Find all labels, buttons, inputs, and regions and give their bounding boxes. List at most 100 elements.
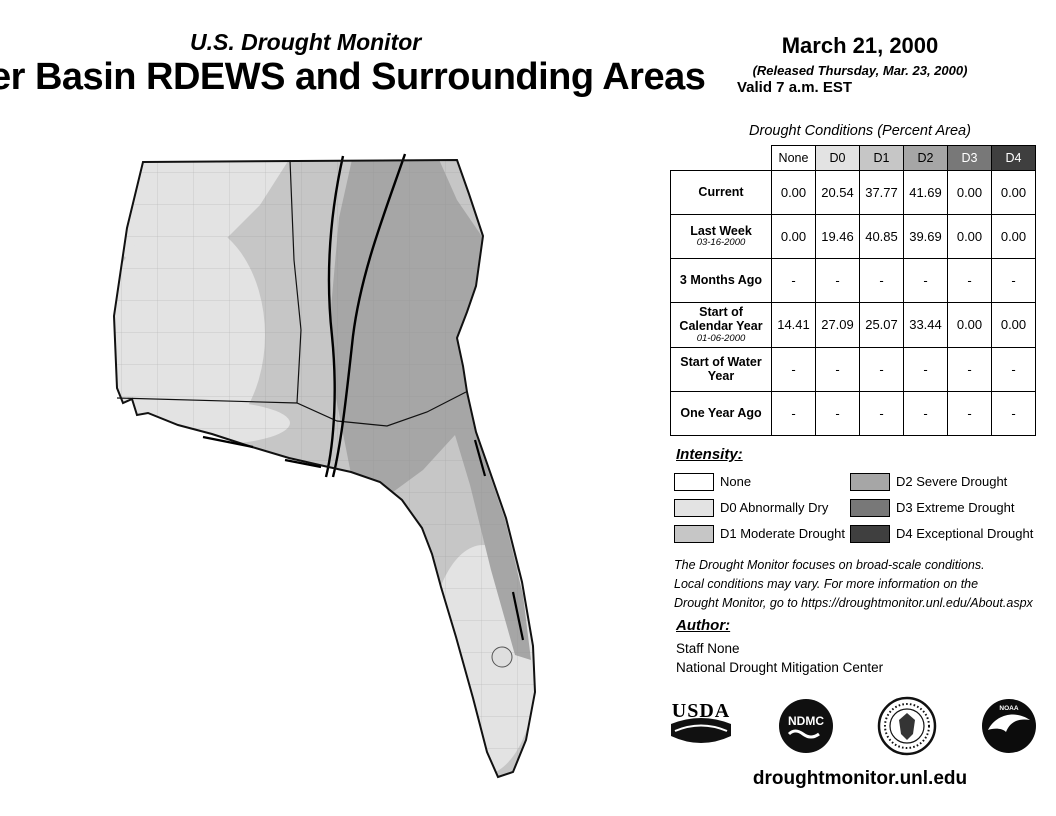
cell-value: - xyxy=(991,390,1036,436)
cell-value: - xyxy=(771,258,816,303)
ndmc-wave xyxy=(787,729,820,739)
legend-label: D3 Extreme Drought xyxy=(896,500,1015,515)
cell-value: - xyxy=(991,258,1036,303)
noaa-logo: NOAA xyxy=(981,699,1036,753)
d1-swatch xyxy=(674,524,714,543)
d4-swatch xyxy=(850,524,890,543)
d0-swatch xyxy=(674,498,714,517)
row-label-text: 3 Months Ago xyxy=(679,273,763,288)
row-label-text: Start of Calendar Year xyxy=(679,305,763,334)
legend-label: D2 Severe Drought xyxy=(896,474,1008,489)
d3-swatch xyxy=(850,498,890,517)
legend-item-d2: D2 Severe Drought xyxy=(850,469,1034,494)
legend-item-d0: D0 Abnormally Dry xyxy=(674,495,850,520)
cell-value: - xyxy=(947,258,992,303)
col-d3: D3 xyxy=(947,145,992,171)
legend-item-d1: D1 Moderate Drought xyxy=(674,521,850,546)
program-title: U.S. Drought Monitor xyxy=(190,29,422,55)
cell-value: - xyxy=(815,258,860,303)
legend-title: Intensity: xyxy=(676,446,743,463)
row-label: Last Week 03-16-2000 xyxy=(670,214,772,259)
table-header-row: None D0 D1 D2 D3 D4 xyxy=(671,145,1036,171)
cell-value: 39.69 xyxy=(903,214,948,259)
row-label-text: Last Week xyxy=(690,223,752,238)
cell-value: 0.00 xyxy=(771,170,816,215)
author-name: Staff None xyxy=(676,641,740,656)
cell-value: 0.00 xyxy=(947,170,992,215)
seal-emblem xyxy=(899,713,916,740)
legend-label: D0 Abnormally Dry xyxy=(720,500,829,515)
row-label: Current xyxy=(670,170,772,215)
table-row: Last Week 03-16-2000 0.00 19.46 40.85 39… xyxy=(670,214,1036,259)
col-d4: D4 xyxy=(991,145,1036,171)
page-title: er Basin RDEWS and Surrounding Areas xyxy=(0,56,706,98)
valid-time: Valid 7 a.m. EST xyxy=(737,79,853,96)
drought-shading xyxy=(114,160,535,777)
cell-value: 37.77 xyxy=(859,170,904,215)
intensity-legend: None D0 Abnormally Dry D1 Moderate Droug… xyxy=(674,469,1034,546)
cell-value: - xyxy=(903,346,948,392)
cell-value: 40.85 xyxy=(859,214,904,259)
cell-value: - xyxy=(903,390,948,436)
table-row: Start of Water Year - - - - - - xyxy=(670,346,1036,392)
disclaimer-line: Local conditions may vary. For more info… xyxy=(674,576,979,591)
cell-value: - xyxy=(991,346,1036,392)
author-heading: Author: xyxy=(676,617,731,634)
table-row: One Year Ago - - - - - - xyxy=(670,390,1036,436)
cell-value: 0.00 xyxy=(991,170,1036,215)
drought-conditions-table: None D0 D1 D2 D3 D4 Current 0.00 20.54 3… xyxy=(670,145,1036,436)
cell-value: - xyxy=(859,390,904,436)
usda-swoosh xyxy=(671,718,731,743)
cell-value: 25.07 xyxy=(859,302,904,348)
row-sublabel: 03-16-2000 xyxy=(696,237,746,249)
ndmc-logo-text: NDMC xyxy=(788,714,824,728)
table-row: 3 Months Ago - - - - - - xyxy=(670,258,1036,303)
state-border-fl xyxy=(116,391,467,427)
agency-logos: USDA NDMC NOAA xyxy=(668,696,1038,756)
drought-map xyxy=(112,153,537,779)
row-label-text: One Year Ago xyxy=(680,405,762,420)
disclaimer-text: The Drought Monitor focuses on broad-sca… xyxy=(674,556,1033,612)
noaa-logo-text: NOAA xyxy=(999,705,1018,712)
river-basin-boundary-west xyxy=(324,155,345,478)
table-row: Current 0.00 20.54 37.77 41.69 0.00 0.00 xyxy=(670,170,1036,215)
county-lines xyxy=(114,160,535,777)
legend-item-none: None xyxy=(674,469,850,494)
disclaimer-line: The Drought Monitor focuses on broad-sca… xyxy=(674,558,985,572)
row-label: Start of Water Year xyxy=(670,346,772,392)
row-label: Start of Calendar Year 01-06-2000 xyxy=(670,302,772,348)
none-swatch xyxy=(674,472,714,491)
row-label-text: Start of Water Year xyxy=(680,354,762,384)
usda-logo-text: USDA xyxy=(672,700,730,722)
table-row: Start of Calendar Year 01-06-2000 14.41 … xyxy=(670,302,1036,348)
footer-url: droughtmonitor.unl.edu xyxy=(752,768,968,789)
d2-swatch xyxy=(850,472,890,491)
row-label: 3 Months Ago xyxy=(670,258,772,303)
usda-logo: USDA xyxy=(671,700,731,743)
cell-value: 0.00 xyxy=(947,214,992,259)
report-date: March 21, 2000 xyxy=(781,33,939,58)
table-corner-cell xyxy=(671,146,772,171)
barrier-islands xyxy=(202,435,525,641)
legend-label: D4 Exceptional Drought xyxy=(896,526,1034,541)
federal-seal-logo xyxy=(878,696,937,756)
col-d1: D1 xyxy=(859,145,904,171)
cell-value: - xyxy=(859,258,904,303)
cell-value: 20.54 xyxy=(815,170,860,215)
legend-item-d4: D4 Exceptional Drought xyxy=(850,521,1034,546)
disclaimer-line: Drought Monitor, go to https://droughtmo… xyxy=(674,595,1033,610)
cell-value: 27.09 xyxy=(815,302,860,348)
row-label-text: Current xyxy=(698,185,744,200)
river-basin-boundary-east xyxy=(331,153,407,478)
seal-text-ring xyxy=(884,703,931,749)
cell-value: 0.00 xyxy=(991,214,1036,259)
cell-value: - xyxy=(947,346,992,392)
cell-value: 14.41 xyxy=(771,302,816,348)
cell-value: 41.69 xyxy=(903,170,948,215)
ndmc-circle xyxy=(778,699,833,753)
cell-value: 19.46 xyxy=(815,214,860,259)
cell-value: - xyxy=(947,390,992,436)
cell-value: 0.00 xyxy=(991,302,1036,348)
col-none: None xyxy=(771,145,816,171)
